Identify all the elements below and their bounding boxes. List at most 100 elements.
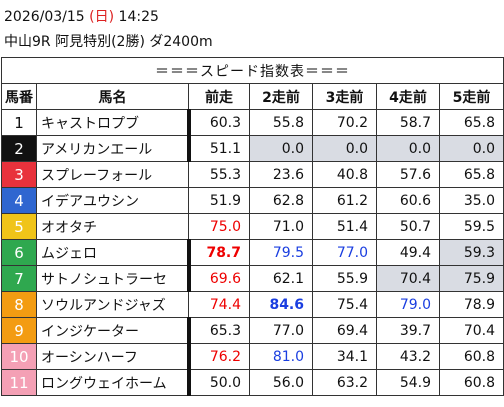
column-header: 馬名 <box>36 83 189 110</box>
speed-index: 0.0 <box>249 135 313 162</box>
horse-number: 7 <box>1 265 37 292</box>
speed-index: 50.7 <box>376 213 440 240</box>
horse-number: 8 <box>1 291 37 318</box>
speed-index: 55.9 <box>312 265 377 292</box>
speed-index: 70.2 <box>312 109 377 136</box>
column-header: 4走前 <box>376 83 440 110</box>
speed-index: 69.4 <box>312 317 377 344</box>
horse-number: 2 <box>1 135 37 162</box>
speed-index: 55.3 <box>188 161 250 188</box>
speed-index: 76.2 <box>186 343 250 370</box>
race-info: 中山9R 阿見特別(2勝) ダ2400m <box>4 34 213 50</box>
horse-row: 1 キャストロプブ 60.3 55.8 70.2 58.7 65.8 <box>1 109 504 136</box>
horse-row: 7 サトノシュトラーセ 69.6 62.1 55.9 70.4 75.9 <box>1 265 504 292</box>
speed-index: 23.6 <box>249 161 313 188</box>
speed-index: 58.7 <box>376 109 440 136</box>
speed-index: 55.8 <box>249 109 313 136</box>
header-row: 馬番 馬名 前走 2走前 3走前 4走前 5走前 <box>1 83 504 110</box>
speed-index: 78.9 <box>439 291 504 318</box>
horse-number: 5 <box>1 213 37 240</box>
horse-row: 9 インジケーター 65.3 77.0 69.4 39.7 70.4 <box>1 317 504 344</box>
date-line: 2026/03/15 (日) 14:25 <box>4 6 159 26</box>
horse-name: サトノシュトラーセ <box>36 265 189 292</box>
speed-index: 51.4 <box>312 213 377 240</box>
speed-index: 60.6 <box>376 187 440 214</box>
speed-index: 78.7 <box>186 239 250 266</box>
speed-index: 60.8 <box>439 343 504 370</box>
speed-index: 65.8 <box>439 161 504 188</box>
horse-row: 8 ソウルアンドジャズ 74.4 84.6 75.4 79.0 78.9 <box>1 291 504 318</box>
horse-name: ソウルアンドジャズ <box>36 291 189 318</box>
horse-name: アメリカンエール <box>36 135 189 162</box>
speed-index: 35.0 <box>439 187 504 214</box>
speed-index: 75.0 <box>188 213 250 240</box>
speed-index: 62.8 <box>249 187 313 214</box>
speed-index: 51.9 <box>188 187 250 214</box>
time: 14:25 <box>118 9 159 25</box>
horse-row: 11 ロングウェイホーム 50.0 56.0 63.2 54.9 60.8 <box>1 369 504 396</box>
speed-index: 60.3 <box>186 109 250 136</box>
speed-index: 77.0 <box>249 317 313 344</box>
column-header: 3走前 <box>312 83 377 110</box>
column-header: 5走前 <box>439 83 504 110</box>
speed-index: 79.0 <box>376 291 440 318</box>
speed-index: 70.4 <box>439 317 504 344</box>
speed-index: 74.4 <box>188 291 250 318</box>
speed-index: 34.1 <box>312 343 377 370</box>
horse-number: 1 <box>1 109 37 136</box>
speed-index: 65.8 <box>439 109 504 136</box>
speed-index: 81.0 <box>249 343 313 370</box>
speed-table: ＝＝＝スピード指数表＝＝＝ 馬番 馬名 前走 2走前 3走前 4走前 5走前 1 キャストロプブ 6… <box>1 57 504 396</box>
speed-index: 0.0 <box>439 135 504 162</box>
column-header: 前走 <box>188 83 250 110</box>
horse-name: スプレーフォール <box>36 161 189 188</box>
horse-row: 5 オオタチ 75.0 71.0 51.4 50.7 59.5 <box>1 213 504 240</box>
speed-index: 75.9 <box>439 265 504 292</box>
horse-row: 10 オーシンハーフ 76.2 81.0 34.1 43.2 60.8 <box>1 343 504 370</box>
speed-index: 49.4 <box>376 239 440 266</box>
speed-index: 62.1 <box>249 265 313 292</box>
speed-index: 0.0 <box>312 135 377 162</box>
horse-name: キャストロプブ <box>36 109 189 136</box>
speed-index: 63.2 <box>312 369 377 396</box>
speed-index: 84.6 <box>249 291 313 318</box>
horse-number: 6 <box>1 239 37 266</box>
speed-index: 40.8 <box>312 161 377 188</box>
column-header: 2走前 <box>249 83 313 110</box>
horse-number: 10 <box>1 343 37 370</box>
horse-name: インジケーター <box>36 317 189 344</box>
speed-index: 69.6 <box>186 265 250 292</box>
speed-index: 56.0 <box>249 369 313 396</box>
speed-index: 79.5 <box>249 239 313 266</box>
speed-index: 77.0 <box>312 239 377 266</box>
speed-index: 57.6 <box>376 161 440 188</box>
speed-index: 43.2 <box>376 343 440 370</box>
speed-index: 60.8 <box>439 369 504 396</box>
horse-name: オオタチ <box>36 213 189 240</box>
horse-number: 9 <box>1 317 37 344</box>
speed-index: 61.2 <box>312 187 377 214</box>
speed-index: 71.0 <box>249 213 313 240</box>
weekday: (日) <box>89 9 115 25</box>
date: 2026/03/15 <box>4 9 85 25</box>
column-header: 馬番 <box>1 83 37 110</box>
speed-index: 54.9 <box>376 369 440 396</box>
horse-row: 4 イデアユウシン 51.9 62.8 61.2 60.6 35.0 <box>1 187 504 214</box>
horse-name: ムジェロ <box>36 239 189 266</box>
title-row: ＝＝＝スピード指数表＝＝＝ <box>1 57 504 84</box>
horse-row: 3 スプレーフォール 55.3 23.6 40.8 57.6 65.8 <box>1 161 504 188</box>
speed-index: 0.0 <box>376 135 440 162</box>
horse-number: 4 <box>1 187 37 214</box>
horse-name: オーシンハーフ <box>36 343 189 370</box>
horse-row: 2 アメリカンエール 51.1 0.0 0.0 0.0 0.0 <box>1 135 504 162</box>
speed-index: 70.4 <box>376 265 440 292</box>
speed-index: 59.5 <box>439 213 504 240</box>
speed-index: 59.3 <box>439 239 504 266</box>
horse-row: 6 ムジェロ 78.7 79.5 77.0 49.4 59.3 <box>1 239 504 266</box>
speed-index: 51.1 <box>186 135 250 162</box>
horse-name: イデアユウシン <box>36 187 189 214</box>
speed-index: 65.3 <box>186 317 250 344</box>
horse-number: 11 <box>1 369 37 396</box>
table-title: ＝＝＝スピード指数表＝＝＝ <box>1 57 504 84</box>
